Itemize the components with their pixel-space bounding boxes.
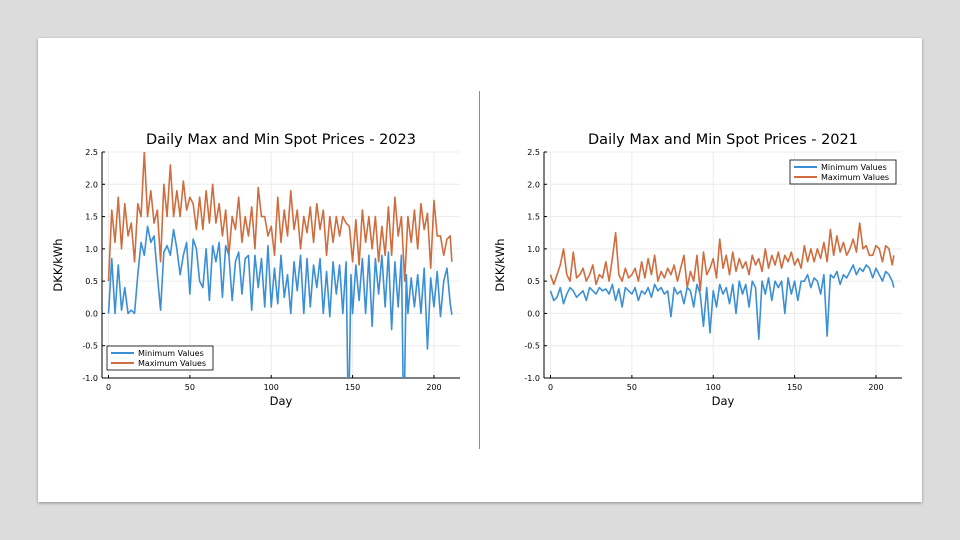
legend-label-maximum-values: Maximum Values [821,173,889,182]
y-tick-label: -1.0 [524,374,540,383]
series-line-maximum-values [107,152,453,282]
x-axis-label: Day [712,394,735,408]
x-tick-label: 50 [627,383,637,392]
x-tick-label: 150 [345,383,360,392]
chart-divider [479,91,480,449]
chart-2023: Daily Max and Min Spot Prices - 2023 0 50 1… [51,132,460,408]
y-tick-label: 2.0 [85,180,98,189]
chart-2021: Daily Max and Min Spot Prices - 2021 0 50 1… [493,132,902,408]
x-tick-label: 100 [706,383,721,392]
chart-title: Daily Max and Min Spot Prices - 2021 [588,132,858,148]
series-line-maximum-values [549,222,895,292]
legend-box [106,345,214,371]
y-axis-label: DKK/kWh [51,238,65,291]
y-tick-label: 1.5 [527,213,540,222]
series-line-minimum-values [107,225,453,378]
legend-label-maximum-values: Maximum Values [138,359,206,368]
series-line-minimum-values [549,264,895,341]
y-axis-label: DKK/kWh [493,238,507,291]
y-tick-label: 2.5 [85,148,98,157]
y-tick-label: -0.5 [82,342,98,351]
x-axis-label: Day [270,394,293,408]
x-tick-label: 200 [426,383,441,392]
legend-box [789,159,897,185]
y-tick-label: 1.0 [527,245,540,254]
chart-title: Daily Max and Min Spot Prices - 2023 [146,132,416,148]
y-tick-label: -0.5 [524,342,540,351]
y-tick-label: 0.0 [85,309,98,318]
x-tick-label: 50 [185,383,195,392]
x-tick-label: 150 [787,383,802,392]
x-tick-label: 0 [548,383,553,392]
slide-background [38,38,922,502]
y-tick-label: 1.0 [85,245,98,254]
y-tick-label: 2.0 [527,180,540,189]
y-tick-label: 0.5 [85,277,98,286]
y-tick-label: -1.0 [82,374,98,383]
x-tick-label: 200 [868,383,883,392]
y-tick-label: 1.5 [85,213,98,222]
x-tick-label: 0 [106,383,111,392]
y-tick-label: 2.5 [527,148,540,157]
legend-label-minimum-values: Minimum Values [138,349,204,358]
legend-label-minimum-values: Minimum Values [821,163,887,172]
y-tick-label: 0.0 [527,309,540,318]
y-tick-label: 0.5 [527,277,540,286]
x-tick-label: 100 [264,383,279,392]
